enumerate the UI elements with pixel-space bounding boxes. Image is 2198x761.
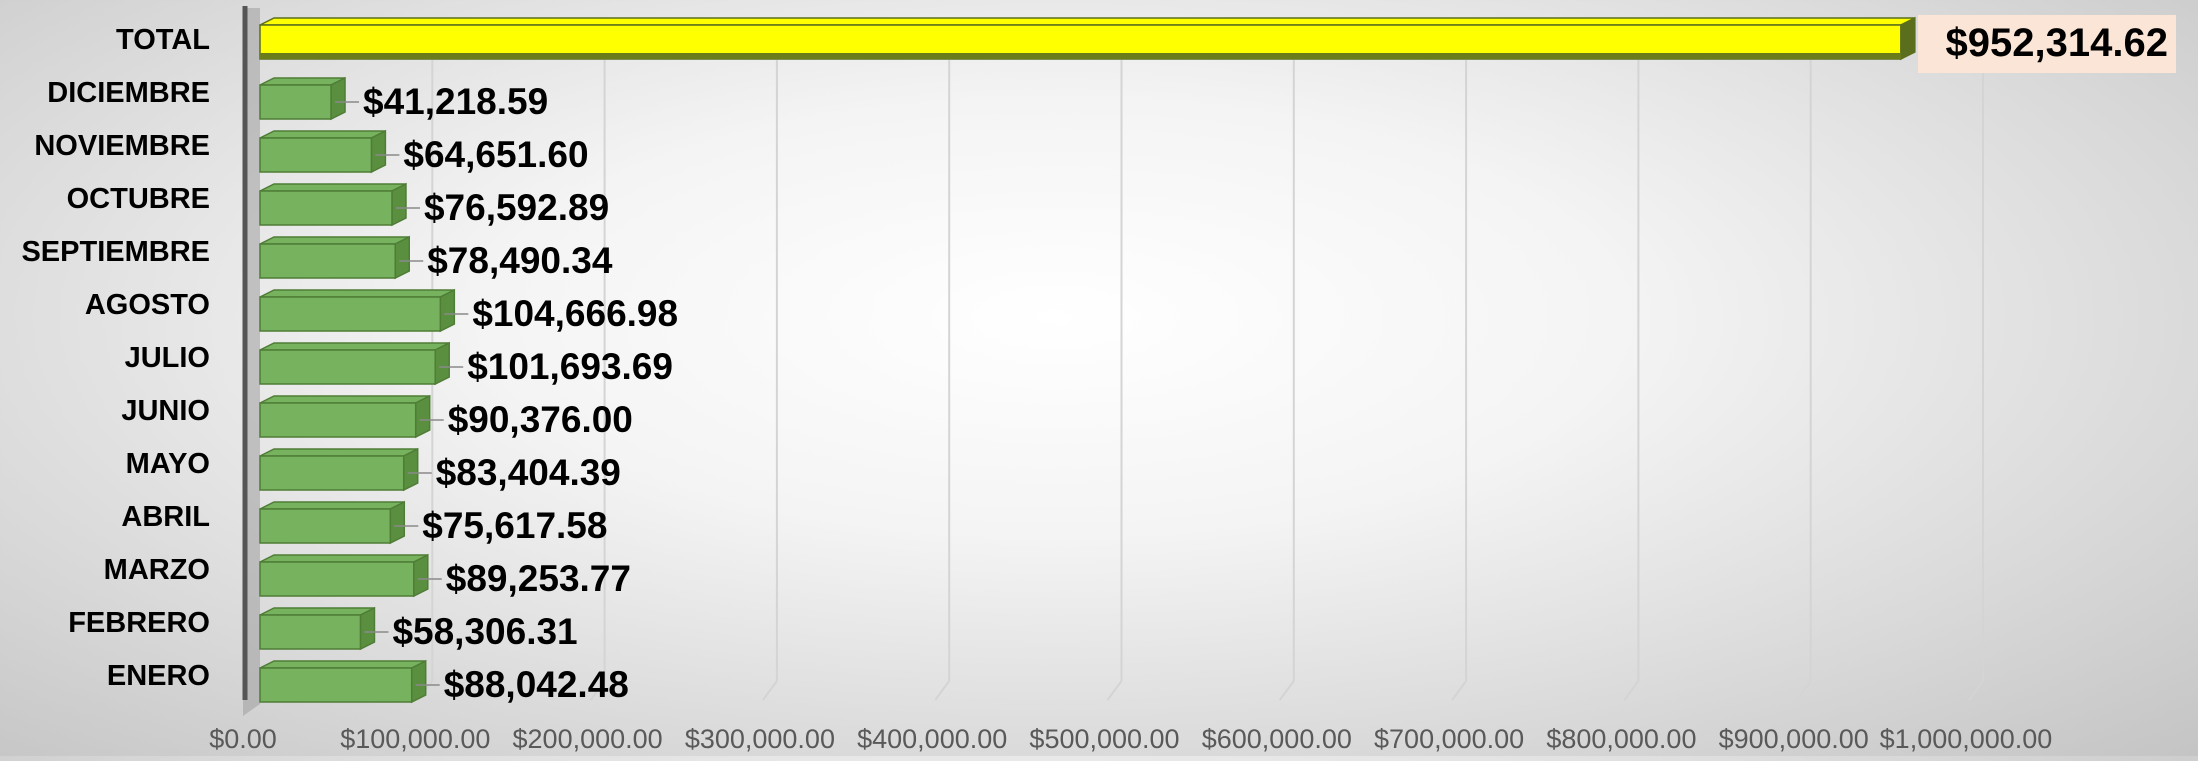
bar-side [414, 394, 431, 439]
bar [259, 137, 373, 173]
x-tick-label: $400,000.00 [857, 724, 1007, 754]
gridline-floor [1451, 680, 1467, 701]
data-label: $89,253.77 [446, 558, 631, 599]
bar [259, 296, 442, 332]
category-label: SEPTIEMBRE [21, 236, 210, 268]
category-label: FEBRERO [68, 607, 210, 639]
category-label: TOTAL [116, 24, 210, 56]
total-data-label-bg [1918, 15, 2176, 73]
bar [259, 614, 362, 650]
bar-top [259, 236, 410, 245]
bar-top [259, 660, 427, 669]
data-label: $952,314.62 [1946, 21, 2168, 65]
bar-side [370, 129, 387, 174]
total-bar-side [1900, 16, 1916, 61]
gridline-floor [589, 680, 606, 701]
bar-top [259, 607, 375, 616]
bar-side [359, 606, 376, 651]
data-label: $58,306.31 [392, 611, 577, 652]
bar-side [391, 182, 407, 227]
bar-top [259, 501, 405, 510]
bar-top [259, 448, 419, 457]
x-tick-label: $800,000.00 [1546, 724, 1696, 754]
x-tick-label: $300,000.00 [685, 724, 835, 754]
data-label: $101,693.69 [467, 346, 673, 387]
bar [259, 402, 417, 438]
data-label: $78,490.34 [427, 240, 613, 281]
bar-side [394, 235, 410, 280]
bar [259, 561, 415, 597]
bar [259, 349, 436, 385]
bar [259, 508, 392, 544]
category-label: MAYO [126, 448, 210, 480]
gridline-floor [934, 680, 951, 701]
bar-side [439, 288, 456, 333]
x-tick-label: $900,000.00 [1719, 724, 1869, 754]
bar-top [259, 289, 455, 298]
data-label: $83,404.39 [436, 452, 621, 493]
category-label: ENERO [107, 660, 210, 692]
bar-top [259, 554, 429, 563]
bar-side [330, 76, 346, 121]
x-tick-label: $600,000.00 [1202, 724, 1352, 754]
bar-top [259, 395, 431, 404]
data-label: $88,042.48 [444, 664, 629, 705]
category-label: AGOSTO [85, 289, 210, 321]
category-label: JULIO [125, 342, 210, 374]
x-tick-label: $1,000,000.00 [1880, 724, 2053, 754]
data-label: $90,376.00 [448, 399, 633, 440]
category-label: MARZO [104, 554, 210, 586]
bar-top [259, 130, 386, 139]
bar-side [389, 500, 406, 545]
bar-side [410, 659, 427, 704]
bar-top [259, 342, 450, 351]
total-bar-shadow [260, 53, 1901, 59]
data-label: $41,218.59 [363, 81, 548, 122]
bar [259, 243, 396, 279]
category-label: NOVIEMBRE [34, 130, 210, 162]
x-tick-label: $500,000.00 [1029, 724, 1179, 754]
data-label: $76,592.89 [424, 187, 609, 228]
category-label: JUNIO [121, 395, 210, 427]
category-label: OCTUBRE [67, 183, 210, 215]
gridline-floor [1278, 680, 1295, 701]
bar-top [259, 183, 407, 192]
gridline-floor [1106, 680, 1123, 701]
gridline-floor [1968, 680, 1984, 701]
data-label: $64,651.60 [403, 134, 588, 175]
bar-side [402, 447, 419, 492]
bar [259, 667, 413, 703]
gridline-floor [1795, 680, 1812, 701]
data-label: $104,666.98 [472, 293, 678, 334]
x-tick-label: $200,000.00 [513, 724, 663, 754]
gridline-floor [1623, 680, 1640, 701]
bar [259, 84, 332, 120]
x-tick-label: $700,000.00 [1374, 724, 1524, 754]
bar [259, 455, 405, 491]
total-bar-top [259, 17, 1916, 26]
x-tick-label: $0.00 [209, 724, 277, 754]
bar-side [413, 553, 429, 598]
gridline-floor [762, 680, 778, 701]
data-label: $75,617.58 [422, 505, 607, 546]
bar [259, 190, 393, 226]
x-tick-label: $100,000.00 [340, 724, 490, 754]
category-label: DICIEMBRE [47, 77, 210, 109]
bar-side [434, 341, 450, 386]
category-label: ABRIL [121, 501, 210, 533]
